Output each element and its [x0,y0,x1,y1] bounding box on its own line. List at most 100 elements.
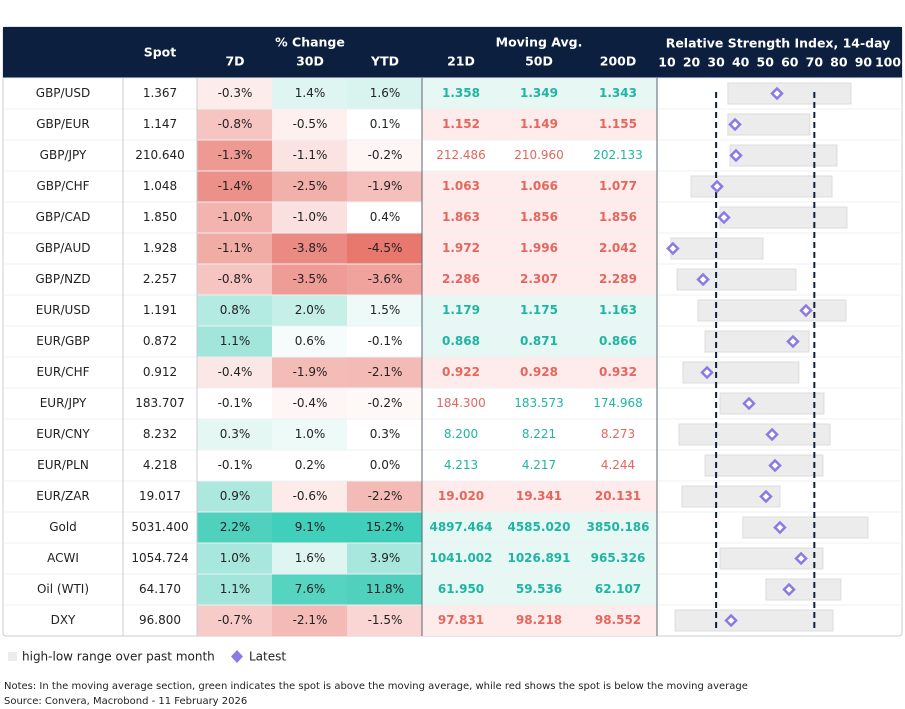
rsi-range [681,485,781,508]
ma-value: 8.221 [522,427,556,441]
rsi-latest [765,427,779,442]
rsi-range [719,206,848,229]
change-cell [272,326,347,357]
ma-value: 212.486 [436,148,486,162]
change-cell [197,109,272,140]
change-value: -0.6% [293,489,328,503]
change-value: 3.9% [370,551,401,565]
change-header: % Change [275,35,345,50]
change-cell [272,543,347,574]
change-cell [197,450,272,481]
ma-cell [422,574,657,605]
change-value: -2.2% [368,489,403,503]
row-label: GBP/CHF [36,179,89,193]
rsi-latest [700,365,714,380]
change-value: -1.1% [293,148,328,162]
change-value: 2.0% [295,303,326,317]
rsi-range [690,175,833,198]
ma-value: 183.573 [514,396,564,410]
rsi-tick-label: 20 [683,55,701,70]
ma-value: 1.856 [599,210,637,224]
ma-value: 0.922 [442,365,480,379]
change-value: -1.4% [218,179,253,193]
ma-cell [422,233,657,264]
change-value: -2.5% [293,179,328,193]
spot-header: Spot [144,45,177,60]
ma-value: 1.343 [599,86,637,100]
change-cell [347,543,422,574]
ma-cell [422,512,657,543]
change-cell [197,171,272,202]
change-value: -0.3% [218,86,253,100]
source: Source: Convera, Macrobond - 11 February… [4,696,247,707]
spot: 1.850 [143,210,177,224]
ma-value: 19.020 [438,489,484,503]
change-cell [347,419,422,450]
legend-range-swatch [8,652,17,661]
change-value: -0.1% [218,396,253,410]
change-value: 0.9% [220,489,251,503]
ma-value: 1.856 [520,210,558,224]
rsi-latest [770,86,784,101]
spot: 8.232 [143,427,177,441]
ma-cell [422,481,657,512]
ma-value: 1.358 [442,86,480,100]
change-value: 9.1% [295,520,326,534]
change-cell [272,78,347,109]
spot: 96.800 [139,613,181,627]
ma-value: 19.341 [516,489,562,503]
row-label: GBP/AUD [35,241,90,255]
change-value: -0.8% [218,272,253,286]
change-cell [197,574,272,605]
spot: 210.640 [135,148,185,162]
column-header: 21D [447,54,475,69]
change-value: -0.4% [218,365,253,379]
row-label: EUR/JPY [40,396,87,410]
ma-value: 1.077 [599,179,637,193]
ma-value: 2.042 [599,241,637,255]
rsi-latest [759,489,773,504]
change-cell [197,264,272,295]
ma-value: 98.552 [595,613,641,627]
change-cell [197,233,272,264]
ma-value: 0.932 [599,365,637,379]
column-header: 200D [600,54,636,69]
change-value: -1.0% [293,210,328,224]
ma-value: 0.868 [442,334,480,348]
change-cell [347,357,422,388]
change-value: 1.0% [295,427,326,441]
change-value: -1.9% [368,179,403,193]
ma-cell [422,264,657,295]
change-value: -1.5% [368,613,403,627]
change-value: -1.1% [218,241,253,255]
change-value: -2.1% [293,613,328,627]
spot: 5031.400 [131,520,188,534]
rsi-range [697,299,847,322]
change-cell [197,605,272,636]
change-value: -2.1% [368,365,403,379]
rsi-range [765,578,842,601]
ma-value: 4897.464 [429,520,492,534]
rsi-range [729,144,838,167]
spot: 183.707 [135,396,185,410]
change-cell [347,109,422,140]
rsi-latest [773,520,787,535]
change-value: -1.9% [293,365,328,379]
change-cell [272,574,347,605]
change-cell [272,109,347,140]
change-value: 1.0% [220,551,251,565]
rsi-latest [666,241,680,256]
ma-value: 4.244 [601,458,635,472]
ma-value: 1.163 [599,303,637,317]
spot: 4.218 [143,458,177,472]
change-value: 1.1% [220,334,251,348]
ma-value: 1.155 [599,117,637,131]
row-label: ACWI [47,551,79,565]
ma-value: 1041.002 [429,551,492,565]
change-cell [197,357,272,388]
ma-cell [422,357,657,388]
spot: 1.147 [143,117,177,131]
note: Notes: In the moving average section, gr… [4,681,748,692]
change-value: 1.5% [370,303,401,317]
rsi-latest [717,210,731,225]
